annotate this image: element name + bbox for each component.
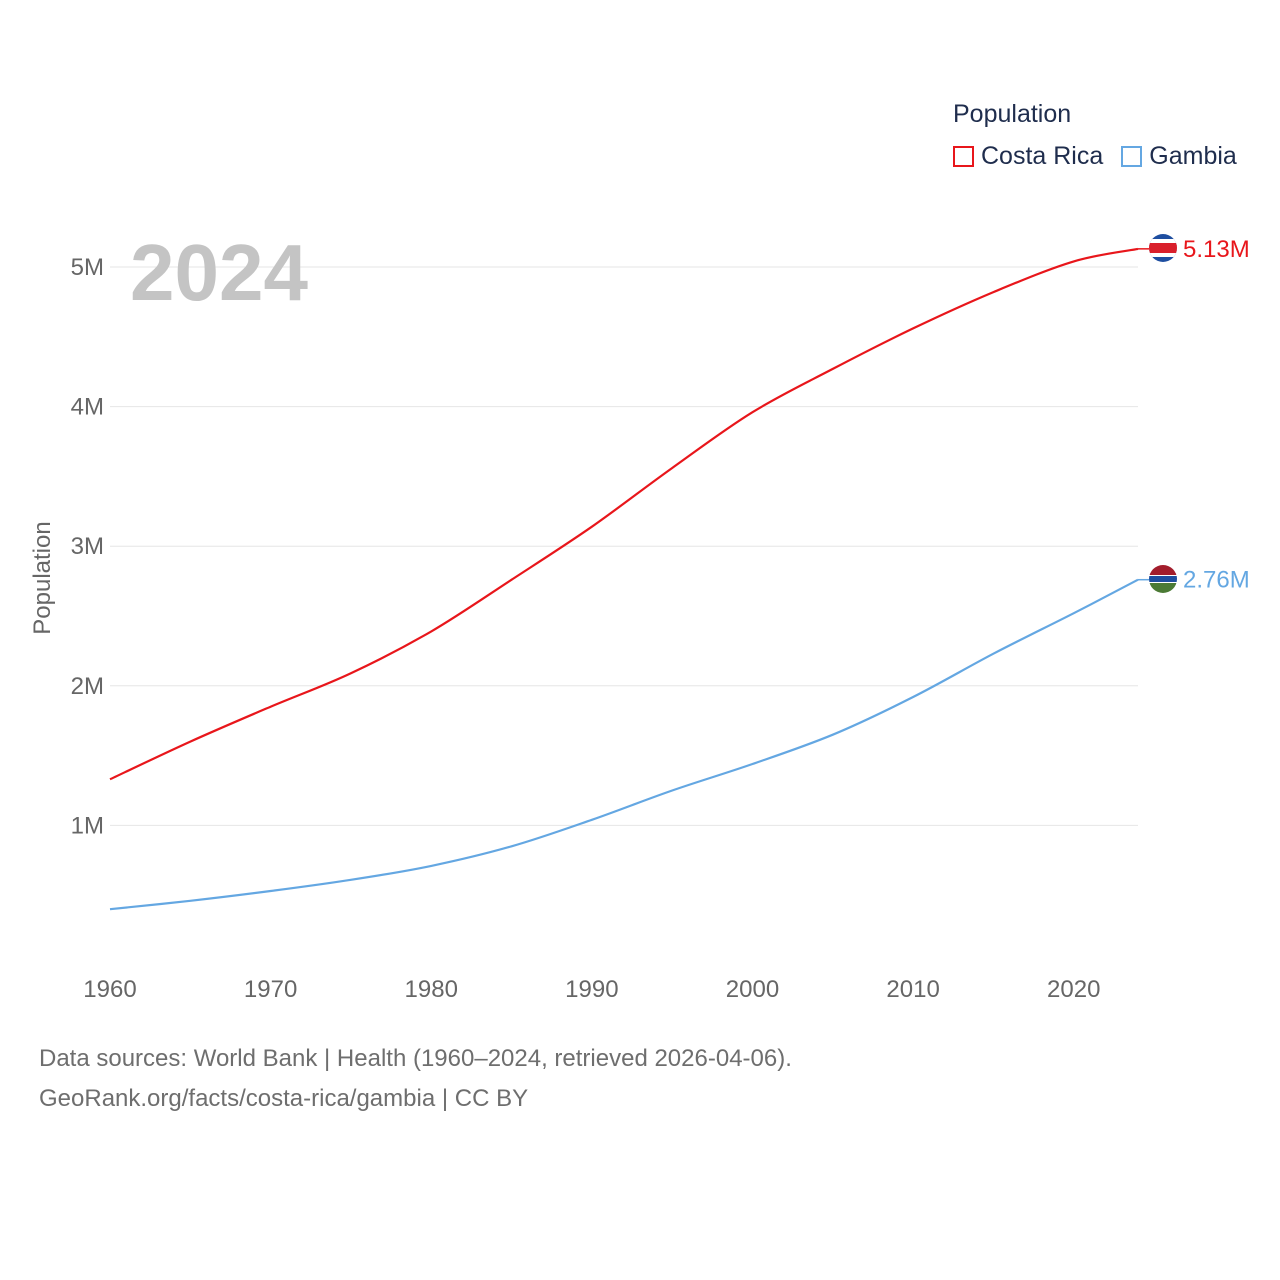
legend-item-gambia[interactable]: Gambia bbox=[1121, 142, 1237, 171]
end-labels: 5.13M 2.76M bbox=[1183, 236, 1250, 594]
y-tick-label: 2M bbox=[71, 673, 104, 700]
x-tick-label: 1960 bbox=[83, 976, 136, 1003]
y-tick-label: 4M bbox=[71, 394, 104, 421]
legend-label-gambia: Gambia bbox=[1149, 142, 1237, 170]
series-line-costa-rica bbox=[109, 247, 1139, 781]
series-lines bbox=[109, 247, 1149, 911]
x-tick-label: 2000 bbox=[726, 976, 779, 1003]
footer-sources: Data sources: World Bank | Health (1960–… bbox=[39, 1045, 792, 1072]
y-tick-label: 5M bbox=[71, 254, 104, 281]
year-label: 2024 bbox=[130, 228, 308, 317]
legend-title: Population bbox=[953, 100, 1072, 128]
x-tick-label: 2010 bbox=[886, 976, 939, 1003]
x-tick-label: 1970 bbox=[244, 976, 297, 1003]
footer-attribution: GeoRank.org/facts/costa-rica/gambia | CC… bbox=[39, 1085, 529, 1112]
y-axis-label: Population bbox=[29, 521, 56, 634]
flag-markers bbox=[1149, 234, 1177, 593]
legend-label-costa-rica: Costa Rica bbox=[981, 142, 1104, 170]
legend-item-costa-rica[interactable]: Costa Rica bbox=[953, 142, 1103, 171]
y-tick-label: 3M bbox=[71, 533, 104, 560]
end-label-costa-rica: 5.13M bbox=[1183, 236, 1250, 263]
costa-rica-flag-icon bbox=[1149, 234, 1177, 262]
legend: Costa Rica Gambia bbox=[953, 142, 1237, 171]
y-axis-ticks: 1M 2M 3M 4M 5M bbox=[71, 254, 104, 839]
x-tick-label: 1990 bbox=[565, 976, 618, 1003]
x-tick-label: 2020 bbox=[1047, 976, 1100, 1003]
gridlines bbox=[110, 266, 1138, 826]
y-tick-label: 1M bbox=[71, 812, 104, 839]
end-label-gambia: 2.76M bbox=[1183, 567, 1250, 594]
gambia-flag-icon bbox=[1149, 565, 1177, 593]
legend-swatch-gambia bbox=[1121, 146, 1143, 167]
legend-swatch-costa-rica bbox=[953, 146, 974, 167]
x-axis-ticks: 1960 1970 1980 1990 2000 2010 2020 bbox=[83, 976, 1100, 1003]
series-line-gambia bbox=[109, 578, 1139, 911]
x-tick-label: 1980 bbox=[405, 976, 458, 1003]
